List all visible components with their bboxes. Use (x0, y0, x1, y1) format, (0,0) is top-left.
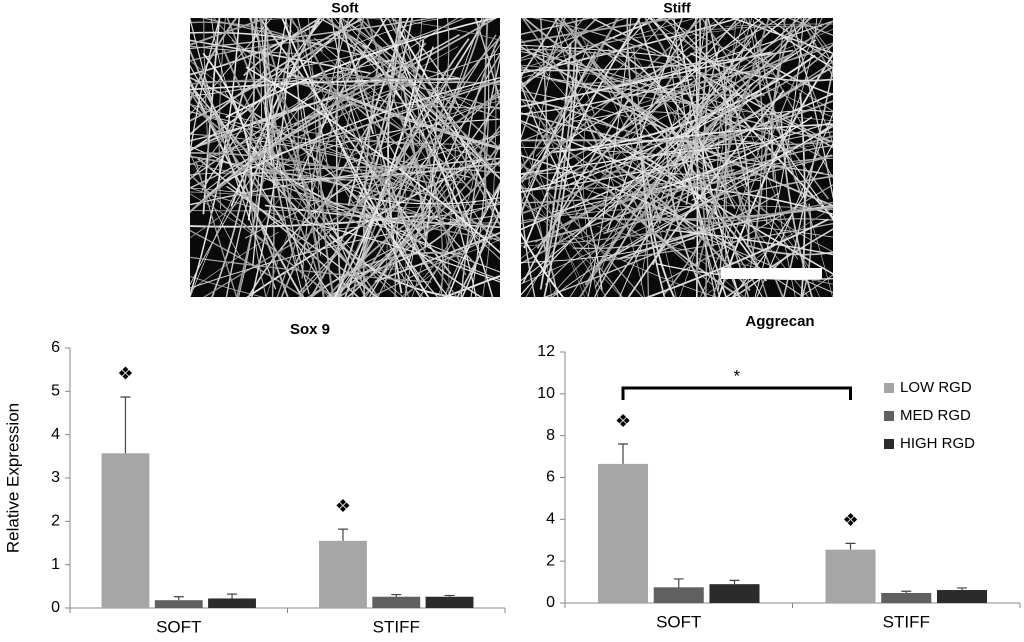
annotation: ❖ (117, 364, 133, 384)
y-tick-label: 2 (546, 552, 555, 569)
x-tick-label: STIFF (883, 612, 930, 631)
error-bar (618, 444, 628, 464)
y-tick-label: 0 (546, 594, 555, 611)
scale-bar (721, 268, 822, 279)
image-title: Stiff (663, 0, 691, 16)
error-bar (120, 397, 130, 453)
error-bar (391, 595, 401, 597)
legend-label: LOW RGD (900, 379, 972, 396)
annotation: ❖ (842, 510, 858, 530)
legend-label: HIGH RGD (900, 435, 975, 452)
y-tick-label: 4 (546, 511, 555, 528)
y-tick-label: 4 (51, 426, 60, 443)
x-tick-label: SOFT (656, 612, 701, 631)
bar (937, 590, 987, 603)
bar (426, 597, 474, 608)
image-title: Soft (331, 0, 359, 16)
y-tick-label: 2 (51, 513, 60, 530)
error-bar (227, 594, 237, 598)
annotation: ❖ (615, 411, 631, 431)
bar (598, 464, 648, 603)
y-tick-label: 3 (51, 469, 60, 486)
error-bar (846, 543, 856, 549)
y-tick-label: 6 (51, 339, 60, 356)
legend-label: MED RGD (900, 407, 971, 424)
error-bar (674, 579, 684, 587)
y-tick-label: 12 (537, 343, 555, 360)
significance-bracket (623, 388, 851, 400)
bar (208, 598, 256, 608)
error-bar (957, 588, 967, 590)
annotation: ❖ (335, 496, 351, 516)
x-tick-label: SOFT (156, 617, 201, 636)
bar (319, 541, 367, 608)
legend-swatch (884, 439, 894, 449)
error-bar (338, 529, 348, 541)
y-tick-label: 1 (51, 556, 60, 573)
bar (155, 600, 203, 608)
significance-label: * (733, 366, 740, 385)
bar (881, 593, 931, 603)
error-bar (174, 597, 184, 600)
y-axis-label: Relative Expression (3, 403, 22, 553)
bar (102, 453, 150, 608)
error-bar (729, 580, 739, 584)
error-bar (445, 595, 455, 596)
y-tick-label: 10 (537, 385, 555, 402)
y-tick-label: 8 (546, 427, 555, 444)
chart-title: Aggrecan (745, 313, 814, 330)
y-tick-label: 5 (51, 383, 60, 400)
chart-title: Sox 9 (290, 321, 330, 338)
y-tick-label: 6 (546, 469, 555, 486)
bar (654, 587, 704, 603)
legend-swatch (884, 383, 894, 393)
bar (825, 550, 875, 603)
bar (709, 584, 759, 603)
error-bar (901, 591, 911, 593)
legend-swatch (884, 411, 894, 421)
y-tick-label: 0 (51, 599, 60, 616)
bar (372, 597, 420, 608)
x-tick-label: STIFF (373, 617, 420, 636)
